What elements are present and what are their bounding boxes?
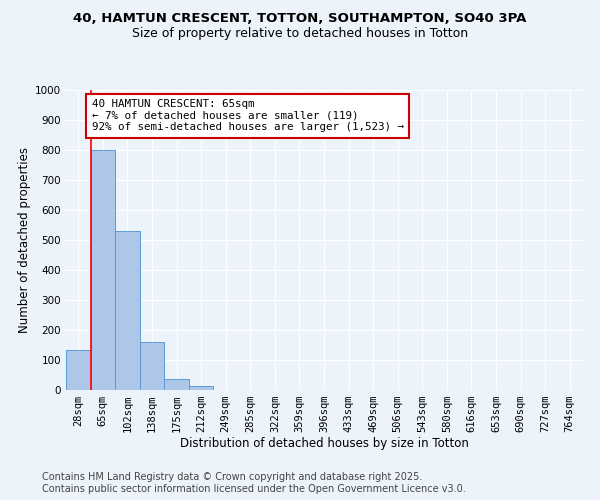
Text: 40 HAMTUN CRESCENT: 65sqm
← 7% of detached houses are smaller (119)
92% of semi-: 40 HAMTUN CRESCENT: 65sqm ← 7% of detach… [92, 99, 404, 132]
Text: Size of property relative to detached houses in Totton: Size of property relative to detached ho… [132, 28, 468, 40]
Bar [164, 378, 189, 390]
Bar [115, 231, 140, 390]
Bar [66, 350, 91, 390]
X-axis label: Distribution of detached houses by size in Totton: Distribution of detached houses by size … [179, 436, 469, 450]
Text: 40, HAMTUN CRESCENT, TOTTON, SOUTHAMPTON, SO40 3PA: 40, HAMTUN CRESCENT, TOTTON, SOUTHAMPTON… [73, 12, 527, 26]
Bar [189, 386, 214, 390]
Text: Contains HM Land Registry data © Crown copyright and database right 2025.: Contains HM Land Registry data © Crown c… [42, 472, 422, 482]
Text: Contains public sector information licensed under the Open Government Licence v3: Contains public sector information licen… [42, 484, 466, 494]
Bar [91, 150, 115, 390]
Y-axis label: Number of detached properties: Number of detached properties [18, 147, 31, 333]
Bar [140, 342, 164, 390]
